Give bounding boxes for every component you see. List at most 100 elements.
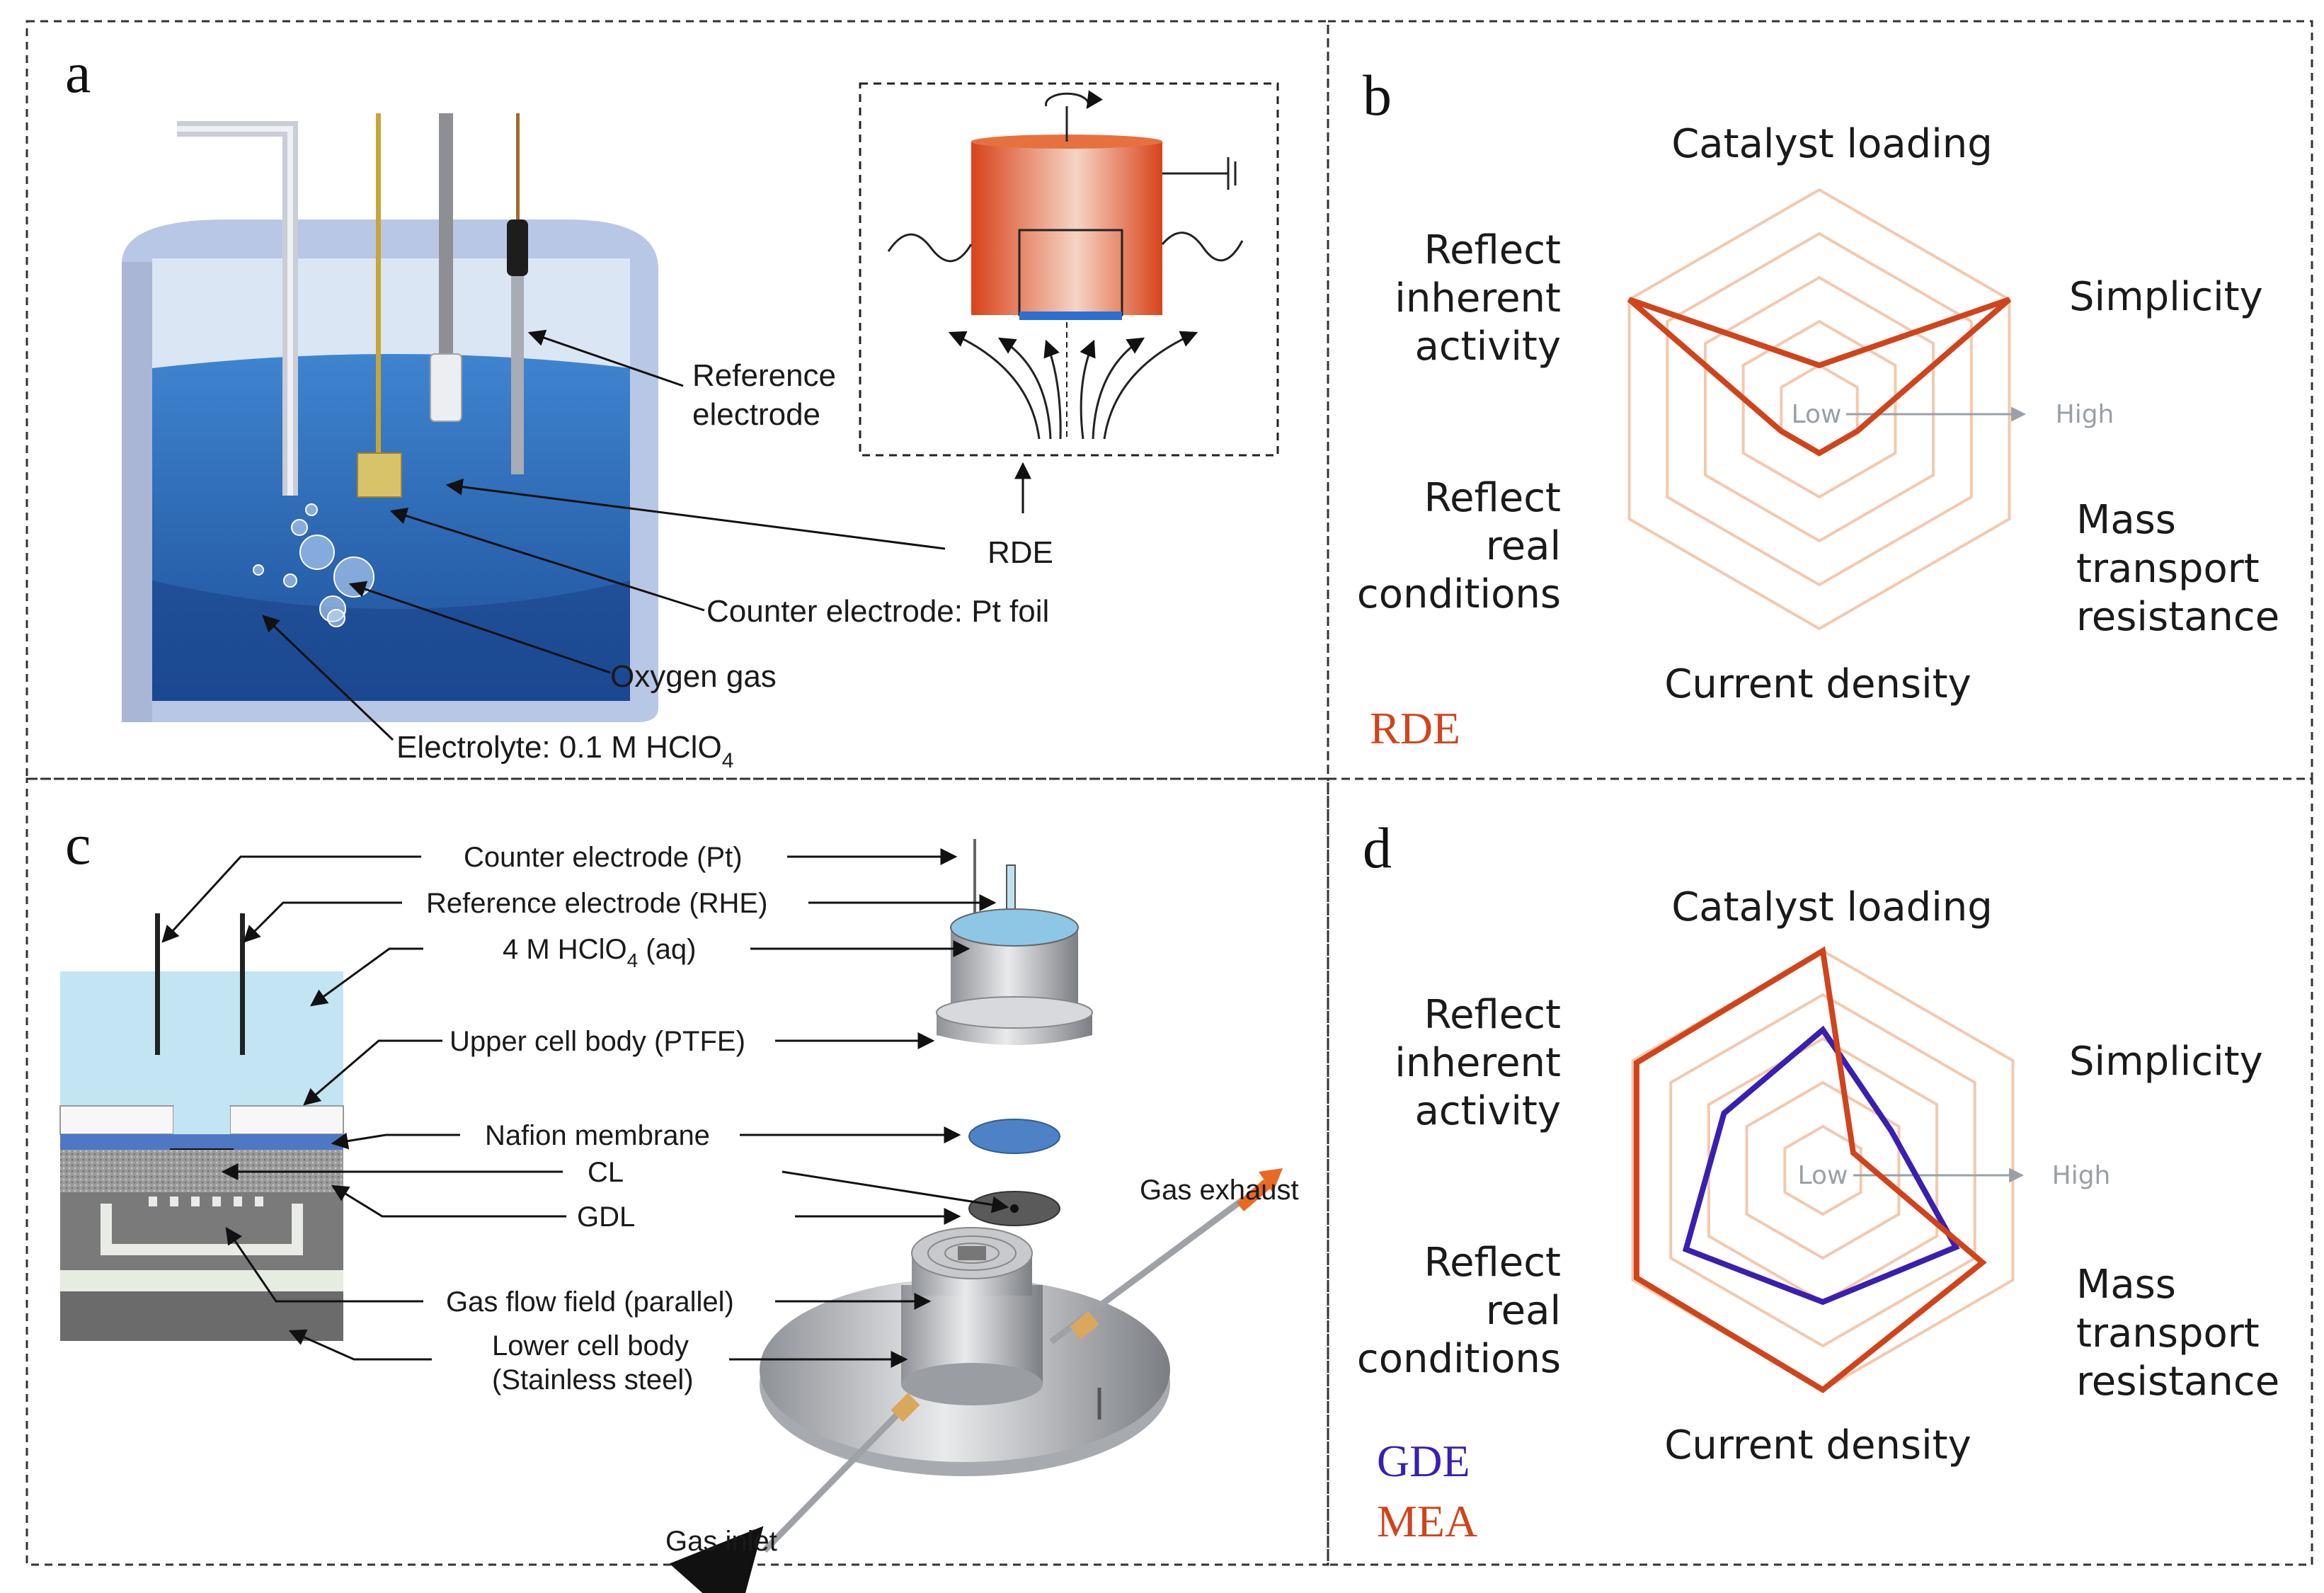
svg-text:transport: transport xyxy=(2076,1311,2260,1357)
radar-grid-ring xyxy=(1783,1124,1862,1216)
axis-d-real-conditions: Reflect real conditions xyxy=(1357,1240,1561,1382)
panel-d-letter: d xyxy=(1363,816,1392,880)
label-c-lower-cell-2: (Stainless steel) xyxy=(492,1364,694,1395)
svg-text:conditions: conditions xyxy=(1357,571,1561,617)
label-c-counter-electrode: Counter electrode (Pt) xyxy=(464,842,743,873)
axis-b-mass-transport: Mass transport resistance xyxy=(2076,497,2279,640)
rde-inset xyxy=(859,82,1279,457)
rde-disc xyxy=(1019,312,1122,320)
svg-text:real: real xyxy=(1486,1288,1561,1334)
label-c-flow-field: Gas flow field (parallel) xyxy=(446,1286,734,1318)
legend-mea: MEA xyxy=(1377,1496,1477,1546)
radar-series-gde xyxy=(1682,1025,1960,1306)
panel-b: b Low High Catalyst loading Simplicity M… xyxy=(1357,63,2279,753)
axis-b-current-density: Current density xyxy=(1664,661,1971,707)
pt-foil xyxy=(357,452,402,498)
svg-text:Reflect: Reflect xyxy=(1424,475,1561,521)
gas-inlet-pipe xyxy=(762,1399,912,1553)
scale-high-d: High xyxy=(2052,1161,2111,1190)
radar-grid-ring xyxy=(1666,232,1973,587)
reference-body xyxy=(511,276,524,474)
gas-inlet-arrow xyxy=(669,1526,764,1593)
radar-grid-ring xyxy=(1703,275,1935,543)
label-rde: RDE xyxy=(988,535,1053,570)
radar-d-series xyxy=(1633,946,1987,1393)
reference-cap xyxy=(507,219,528,276)
label-c-lower-cell-1: Lower cell body xyxy=(492,1330,689,1361)
label-counter-electrode: Counter electrode: Pt foil xyxy=(706,594,1049,629)
svg-text:real: real xyxy=(1486,523,1561,569)
radar-grid-ring xyxy=(1741,319,1897,499)
nafion-disc xyxy=(968,1119,1060,1154)
counter-electrode-rod xyxy=(155,913,160,1055)
panel-c: c xyxy=(59,812,1299,1593)
radar-grid-ring xyxy=(1669,993,1976,1348)
label-oxygen-gas: Oxygen gas xyxy=(610,659,777,694)
panel-a-arrows xyxy=(262,329,1031,741)
axis-d-current-density: Current density xyxy=(1664,1422,1971,1468)
axis-b-simplicity: Simplicity xyxy=(2069,274,2263,320)
oxygen-bubbles xyxy=(253,503,374,627)
panel-a-letter: a xyxy=(65,40,91,105)
label-c-nafion: Nafion membrane xyxy=(485,1120,710,1151)
rde-tip xyxy=(430,353,462,422)
exploded-cell-view xyxy=(669,839,1283,1593)
axis-b-real-conditions: Reflect real conditions xyxy=(1357,475,1561,617)
svg-text:activity: activity xyxy=(1415,324,1561,370)
label-c-upper-cell: Upper cell body (PTFE) xyxy=(450,1026,745,1057)
svg-text:resistance: resistance xyxy=(2076,594,2279,640)
reference-wire xyxy=(516,113,520,227)
axis-d-simplicity: Simplicity xyxy=(2069,1039,2263,1085)
label-reference-electrode-1: Reference xyxy=(692,358,836,393)
axis-d-catalyst-loading: Catalyst loading xyxy=(1671,884,1993,930)
svg-text:Reflect: Reflect xyxy=(1424,1240,1561,1286)
label-c-gas-inlet: Gas inlet xyxy=(665,1526,777,1557)
radar-b-scale: Low High xyxy=(1792,400,2114,429)
scale-low-b: Low xyxy=(1792,400,1842,429)
counter-electrode-wire xyxy=(376,113,381,453)
reference-electrode-rod xyxy=(240,913,245,1055)
rde-shaft xyxy=(439,113,453,354)
label-c-gas-exhaust: Gas exhaust xyxy=(1140,1175,1299,1206)
svg-text:activity: activity xyxy=(1415,1088,1561,1134)
nafion-layer xyxy=(60,1134,343,1150)
svg-text:Mass: Mass xyxy=(2076,1262,2176,1308)
scale-high-b: High xyxy=(2056,400,2114,429)
panel-c-letter: c xyxy=(65,812,91,877)
axis-b-inherent-activity: Reflect inherent activity xyxy=(1395,227,1561,370)
legend-gde: GDE xyxy=(1377,1436,1470,1486)
axis-b-catalyst-loading: Catalyst loading xyxy=(1671,121,1993,167)
radar-grid-ring xyxy=(1745,1080,1901,1260)
label-c-gdl: GDL xyxy=(577,1201,635,1233)
label-electrolyte: Electrolyte: 0.1 M HClO4 xyxy=(396,730,733,772)
panel-c-arrows xyxy=(161,848,1009,1368)
legend-rde: RDE xyxy=(1370,703,1460,753)
label-c-acid: 4 M HClO4 (aq) xyxy=(503,934,696,971)
svg-text:Reflect: Reflect xyxy=(1424,992,1561,1038)
svg-text:Reflect: Reflect xyxy=(1424,227,1561,273)
radar-series-rde xyxy=(1627,297,2012,457)
radar-d-scale: Low High xyxy=(1798,1161,2111,1190)
axis-d-mass-transport: Mass transport resistance xyxy=(2076,1262,2279,1405)
label-c-cl: CL xyxy=(588,1157,624,1188)
rde-cylinder xyxy=(971,142,1162,315)
svg-text:Mass: Mass xyxy=(2076,497,2176,543)
svg-text:conditions: conditions xyxy=(1357,1336,1561,1382)
cell-cross-section xyxy=(59,913,344,1341)
gas-exhaust-arrow xyxy=(1236,1179,1271,1212)
lower-cell-section xyxy=(60,1291,343,1341)
scale-low-d: Low xyxy=(1798,1161,1848,1190)
axis-d-inherent-activity: Reflect inherent activity xyxy=(1395,992,1561,1134)
radar-series-mea xyxy=(1633,946,1987,1393)
svg-text:resistance: resistance xyxy=(2076,1359,2279,1405)
panel-a: a xyxy=(65,40,1279,772)
svg-text:inherent: inherent xyxy=(1395,1040,1561,1086)
svg-text:inherent: inherent xyxy=(1395,275,1561,321)
panel-b-letter: b xyxy=(1363,63,1392,127)
radar-b-series xyxy=(1627,297,2012,457)
label-c-reference-electrode: Reference electrode (RHE) xyxy=(426,888,767,919)
panel-d: d Low High Catalyst loading Simplicity M… xyxy=(1357,816,2279,1546)
electrolyte-region xyxy=(60,971,343,1106)
label-reference-electrode-2: electrode xyxy=(692,397,820,432)
